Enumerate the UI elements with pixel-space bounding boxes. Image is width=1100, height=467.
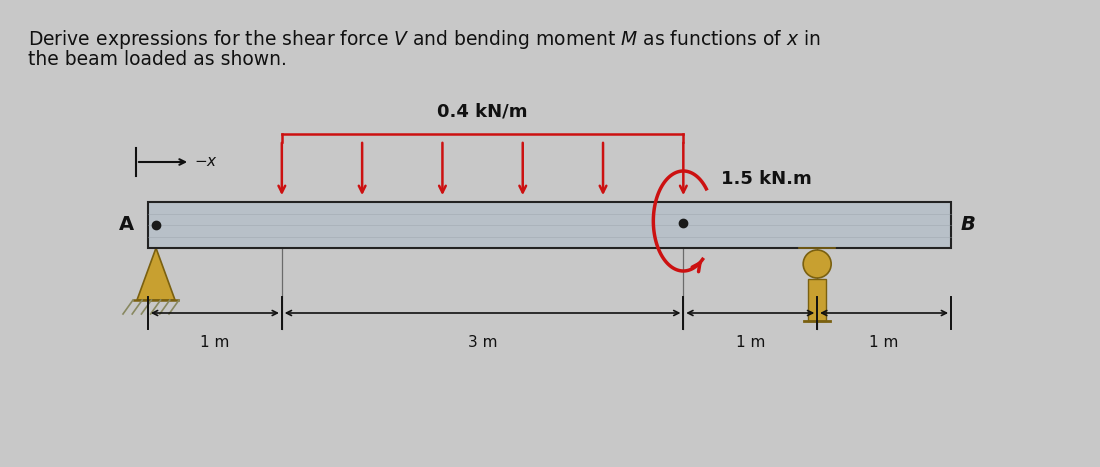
Circle shape xyxy=(803,250,832,278)
Text: $-x$: $-x$ xyxy=(194,155,218,170)
Text: Derive expressions for the shear force $V$ and bending moment $M$ as functions o: Derive expressions for the shear force $… xyxy=(28,28,821,51)
Text: 1 m: 1 m xyxy=(869,335,899,350)
Bar xyxy=(148,202,952,248)
Text: the beam loaded as shown.: the beam loaded as shown. xyxy=(28,50,287,69)
Text: 1 m: 1 m xyxy=(200,335,230,350)
Bar xyxy=(808,279,826,321)
Text: 1 m: 1 m xyxy=(736,335,764,350)
Text: A: A xyxy=(119,215,134,234)
Text: 3 m: 3 m xyxy=(468,335,497,350)
Text: B: B xyxy=(961,215,976,234)
Polygon shape xyxy=(138,248,175,300)
Text: 0.4 kN/m: 0.4 kN/m xyxy=(438,102,528,120)
Text: 1.5 kN.m: 1.5 kN.m xyxy=(722,170,812,188)
